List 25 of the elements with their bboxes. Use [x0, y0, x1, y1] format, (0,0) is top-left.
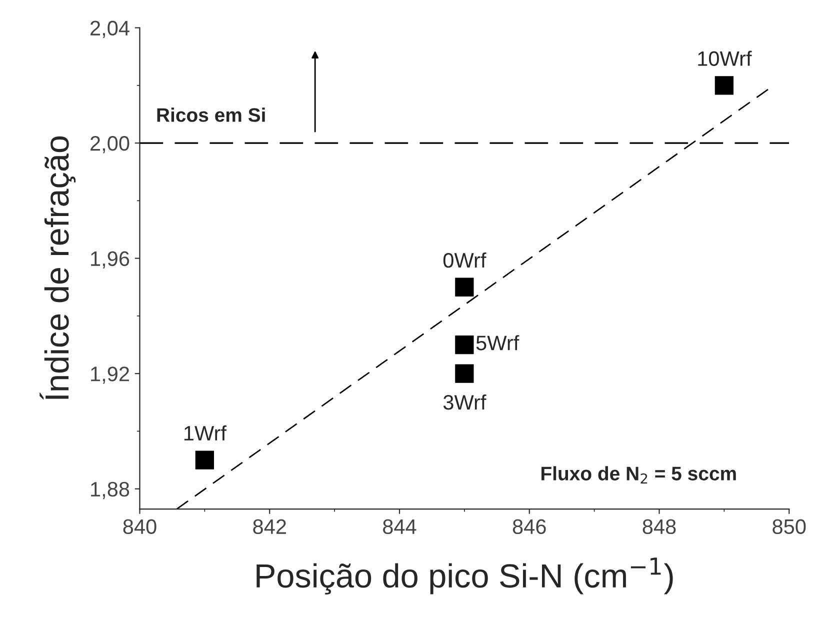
- y-tick-label: 2,04: [90, 20, 130, 38]
- point: [195, 450, 214, 470]
- annotation: 3Wrf: [443, 394, 486, 410]
- annotation: 0Wrf: [443, 252, 486, 268]
- point: [714, 76, 734, 95]
- y-tick-label: 1,92: [91, 366, 129, 384]
- x-tick-label: 840: [123, 519, 156, 534]
- x-axis-title: Posição do pico Si-N (cm$^{−1}$): [256, 558, 673, 594]
- y-axis-title: Índice de refração: [40, 136, 76, 400]
- annotation: 10Wrf: [698, 50, 752, 66]
- point: [455, 335, 474, 354]
- point: [455, 364, 474, 383]
- ref-line-label: Ricos em Si: [157, 108, 265, 122]
- point: [455, 278, 474, 296]
- y-tick-label: 1,88: [91, 482, 130, 500]
- x-tick-label: 842: [253, 519, 286, 534]
- x-tick-label: 850: [772, 519, 806, 534]
- annotation: Fluxo de N$_{2}$ = 5 sccm: [542, 466, 736, 484]
- x-tick-label: 844: [383, 519, 416, 534]
- x-tick-label: 846: [512, 519, 546, 534]
- x-tick-label: 848: [642, 519, 676, 534]
- y-tick-label: 1,96: [91, 251, 130, 269]
- annotation: 5Wrf: [476, 335, 520, 350]
- y-tick-label: 2,00: [90, 136, 130, 154]
- annotation: 1Wrf: [184, 425, 227, 440]
